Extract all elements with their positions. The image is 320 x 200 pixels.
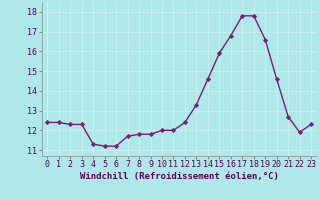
X-axis label: Windchill (Refroidissement éolien,°C): Windchill (Refroidissement éolien,°C) — [80, 172, 279, 181]
